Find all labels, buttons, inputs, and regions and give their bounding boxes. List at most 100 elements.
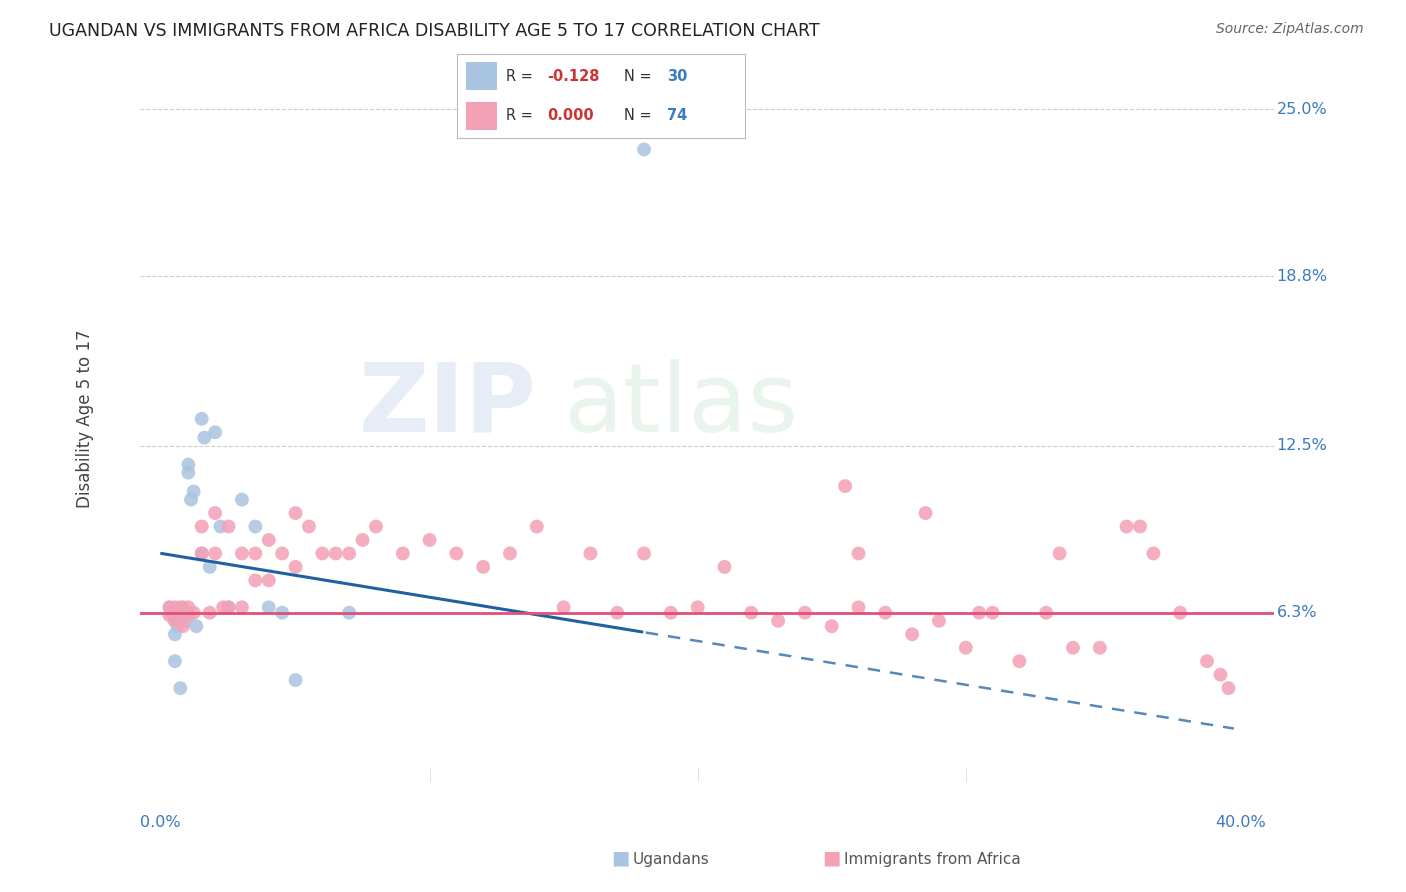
Point bbox=[257, 533, 280, 547]
Point bbox=[284, 673, 307, 687]
Point bbox=[1195, 654, 1218, 668]
Point bbox=[271, 546, 294, 560]
Point bbox=[183, 484, 205, 499]
Point bbox=[419, 533, 441, 547]
Point bbox=[177, 608, 200, 623]
Point bbox=[967, 606, 990, 620]
Point bbox=[245, 546, 267, 560]
Point bbox=[159, 608, 181, 623]
Point bbox=[875, 606, 897, 620]
Point bbox=[848, 546, 870, 560]
Point bbox=[218, 600, 240, 615]
Text: N =: N = bbox=[624, 108, 652, 123]
Point bbox=[391, 546, 413, 560]
Point bbox=[159, 600, 181, 615]
Text: Disability Age 5 to 17: Disability Age 5 to 17 bbox=[76, 329, 94, 508]
Point bbox=[633, 546, 655, 560]
Point bbox=[169, 681, 191, 695]
Point bbox=[231, 492, 253, 507]
Point bbox=[606, 606, 628, 620]
Point bbox=[955, 640, 977, 655]
Point bbox=[177, 600, 200, 615]
Point bbox=[166, 606, 188, 620]
Point bbox=[337, 546, 360, 560]
Point bbox=[166, 619, 188, 633]
Point bbox=[231, 600, 253, 615]
Point bbox=[298, 519, 321, 533]
Point bbox=[172, 606, 194, 620]
Point bbox=[364, 519, 387, 533]
Point bbox=[198, 606, 221, 620]
Point bbox=[1168, 606, 1191, 620]
Point bbox=[190, 546, 212, 560]
Point bbox=[713, 560, 735, 574]
Point bbox=[190, 411, 212, 425]
Point bbox=[901, 627, 924, 641]
Point bbox=[180, 492, 202, 507]
Text: Immigrants from Africa: Immigrants from Africa bbox=[844, 852, 1021, 867]
Text: Source: ZipAtlas.com: Source: ZipAtlas.com bbox=[1216, 22, 1364, 37]
Text: R =: R = bbox=[506, 70, 533, 85]
Point bbox=[981, 606, 1004, 620]
Text: 0.0%: 0.0% bbox=[141, 814, 181, 830]
Point bbox=[160, 606, 183, 620]
Point bbox=[245, 574, 267, 588]
Text: Ugandans: Ugandans bbox=[633, 852, 710, 867]
Point bbox=[1115, 519, 1137, 533]
Point bbox=[163, 614, 186, 628]
Point bbox=[928, 614, 950, 628]
Text: ZIP: ZIP bbox=[359, 359, 537, 452]
Point bbox=[257, 574, 280, 588]
Point bbox=[499, 546, 522, 560]
Point bbox=[183, 606, 205, 620]
Point bbox=[169, 600, 191, 615]
Point bbox=[172, 619, 194, 633]
Point bbox=[1129, 519, 1152, 533]
Text: 0.000: 0.000 bbox=[548, 108, 595, 123]
Point bbox=[159, 600, 181, 615]
Point bbox=[231, 546, 253, 560]
Point bbox=[209, 519, 232, 533]
Point bbox=[166, 606, 188, 620]
Point bbox=[163, 614, 186, 628]
Point bbox=[190, 546, 212, 560]
Point bbox=[186, 619, 208, 633]
FancyBboxPatch shape bbox=[465, 102, 498, 130]
Point bbox=[1008, 654, 1031, 668]
Point bbox=[172, 600, 194, 615]
Point bbox=[686, 600, 709, 615]
Point bbox=[284, 560, 307, 574]
Point bbox=[177, 458, 200, 472]
Text: 6.3%: 6.3% bbox=[1277, 605, 1317, 620]
Point bbox=[163, 654, 186, 668]
Point bbox=[177, 466, 200, 480]
Text: 40.0%: 40.0% bbox=[1215, 814, 1265, 830]
Point bbox=[311, 546, 333, 560]
Point bbox=[337, 606, 360, 620]
Point bbox=[1062, 640, 1084, 655]
Point bbox=[633, 143, 655, 157]
Text: 12.5%: 12.5% bbox=[1277, 438, 1327, 453]
Point bbox=[1142, 546, 1164, 560]
Point bbox=[793, 606, 815, 620]
Point bbox=[204, 506, 226, 520]
Text: 74: 74 bbox=[668, 108, 688, 123]
Text: 18.8%: 18.8% bbox=[1277, 268, 1327, 284]
Text: -0.128: -0.128 bbox=[548, 70, 600, 85]
Point bbox=[834, 479, 856, 493]
Point bbox=[193, 431, 215, 445]
Text: N =: N = bbox=[624, 70, 652, 85]
Text: ■: ■ bbox=[823, 848, 841, 867]
Point bbox=[579, 546, 602, 560]
Text: atlas: atlas bbox=[564, 359, 799, 452]
Text: UGANDAN VS IMMIGRANTS FROM AFRICA DISABILITY AGE 5 TO 17 CORRELATION CHART: UGANDAN VS IMMIGRANTS FROM AFRICA DISABI… bbox=[49, 22, 820, 40]
Point bbox=[352, 533, 374, 547]
Point bbox=[1088, 640, 1111, 655]
Text: 30: 30 bbox=[668, 70, 688, 85]
Text: ■: ■ bbox=[612, 848, 630, 867]
Point bbox=[1209, 667, 1232, 681]
Text: 25.0%: 25.0% bbox=[1277, 102, 1327, 117]
Point bbox=[257, 600, 280, 615]
Point bbox=[163, 600, 186, 615]
Point bbox=[218, 600, 240, 615]
